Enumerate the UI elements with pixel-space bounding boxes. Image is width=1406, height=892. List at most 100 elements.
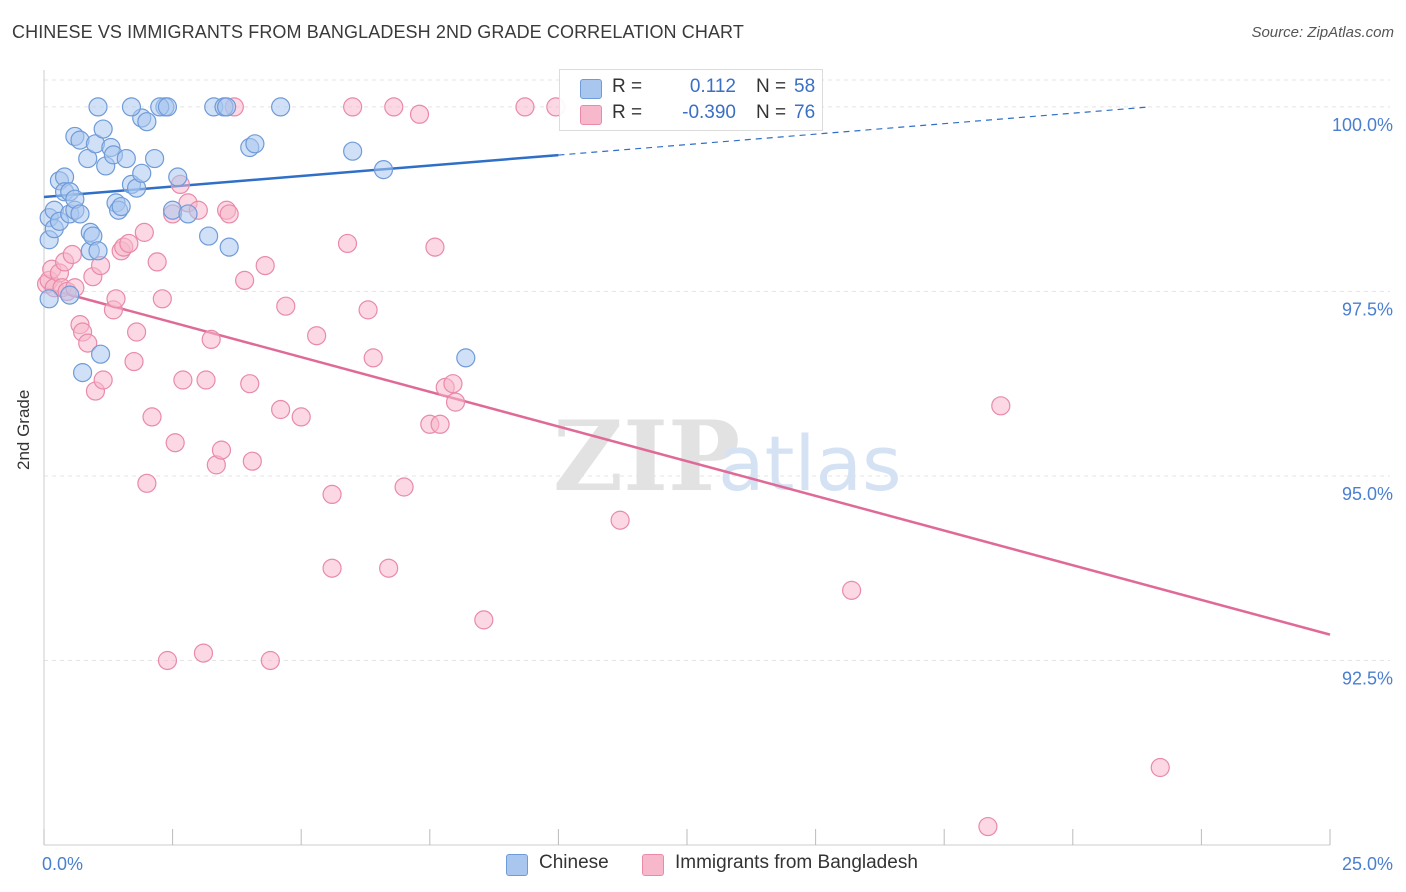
chinese-point	[271, 97, 291, 117]
chinese-point	[157, 97, 178, 117]
chinese-point	[373, 160, 394, 180]
bangladesh-point	[343, 97, 363, 117]
chinese-point	[245, 134, 265, 154]
bangladesh-point	[219, 204, 239, 224]
legend-label: Chinese	[539, 852, 609, 873]
bangladesh-point	[474, 610, 494, 630]
chinese-point	[121, 97, 142, 117]
chinese-point	[90, 344, 111, 364]
x-tick-label-min: 0.0%	[42, 854, 83, 874]
y-axis-label: 2nd Grade	[14, 389, 33, 470]
chinese-point	[72, 363, 93, 383]
chinese-point	[88, 97, 108, 117]
y-tick-label: 97.5%	[1342, 299, 1393, 319]
bangladesh-point	[119, 233, 139, 254]
bangladesh-swatch	[642, 854, 664, 876]
chinese-point	[88, 241, 108, 261]
bangladesh-point	[106, 289, 126, 309]
r-value: -0.390	[682, 102, 736, 123]
grid-layer	[44, 79, 1390, 661]
bangladesh-point	[271, 399, 291, 420]
chinese-swatch	[580, 79, 602, 99]
bangladesh-point	[307, 326, 327, 346]
bangladesh-point	[515, 97, 535, 117]
chinese-point	[60, 285, 80, 305]
bangladesh-point	[93, 370, 113, 390]
bangladesh-point	[610, 510, 630, 530]
bangladesh-point	[337, 233, 358, 254]
chinese-point	[217, 97, 237, 117]
bangladesh-point	[157, 650, 178, 671]
chinese-point	[199, 226, 219, 246]
bangladesh-point	[78, 333, 98, 353]
bangladesh-point	[211, 440, 232, 460]
bangladesh-point	[322, 558, 342, 578]
bangladesh-point	[242, 451, 262, 471]
bangladesh-trend-line	[43, 286, 1331, 636]
y-tick-label: 95.0%	[1342, 484, 1393, 504]
bangladesh-point	[445, 392, 466, 412]
chinese-point	[93, 119, 113, 139]
bangladesh-point	[201, 329, 221, 350]
bangladesh-point	[991, 396, 1011, 416]
bangladesh-point	[142, 407, 162, 427]
n-value: 58	[794, 76, 816, 97]
bangladesh-point	[62, 244, 82, 265]
y-tick-label: 92.5%	[1342, 668, 1393, 688]
bangladesh-point	[173, 370, 193, 390]
bangladesh-point	[235, 270, 255, 290]
bangladesh-point	[358, 300, 378, 320]
chinese-point	[178, 204, 198, 224]
points-layer	[36, 97, 1170, 837]
chinese-point	[70, 204, 90, 224]
bangladesh-point	[137, 473, 157, 493]
n-value: 76	[794, 102, 816, 123]
bangladesh-point	[126, 322, 147, 342]
bangladesh-point	[147, 252, 167, 272]
r-label: R =	[612, 76, 643, 97]
n-label: N =	[756, 102, 787, 123]
bangladesh-point	[134, 222, 154, 242]
bangladesh-point	[978, 816, 998, 837]
chinese-point	[456, 348, 476, 368]
bangladesh-point	[260, 650, 280, 671]
bangladesh-point	[165, 433, 185, 453]
bangladesh-point	[443, 374, 463, 394]
chinese-point	[78, 148, 98, 169]
bangladesh-point	[124, 351, 144, 372]
chinese-point	[39, 289, 59, 309]
bangladesh-point	[379, 558, 399, 578]
bangladesh-point	[152, 289, 172, 309]
y-tick-label: 100.0%	[1332, 115, 1393, 135]
bangladesh-point	[1150, 757, 1170, 778]
bangladesh-point	[363, 348, 383, 368]
bangladesh-point	[430, 414, 450, 434]
bangladesh-point	[240, 374, 260, 394]
watermark-logo-zip: ZIP	[553, 400, 740, 513]
bangladesh-point	[255, 255, 275, 276]
chinese-point	[111, 196, 131, 217]
chart-title: CHINESE VS IMMIGRANTS FROM BANGLADESH 2N…	[12, 22, 744, 42]
bangladesh-point	[196, 370, 216, 390]
chinese-point	[144, 148, 165, 169]
stats-legend: R = 0.112 N = 58 R = -0.390 N = 76	[559, 69, 823, 131]
bangladesh-point	[322, 484, 342, 505]
bangladesh-point	[276, 296, 296, 316]
x-tick-label-max: 25.0%	[1342, 854, 1393, 874]
chinese-point	[132, 163, 152, 183]
r-value: 0.112	[689, 76, 736, 97]
source-label: Source: ZipAtlas.com	[1251, 24, 1394, 41]
bangladesh-point	[394, 477, 414, 497]
bangladesh-swatch	[580, 105, 602, 125]
trend-layer	[43, 106, 1331, 636]
n-label: N =	[756, 76, 787, 97]
chinese-point	[137, 112, 157, 132]
bangladesh-point	[842, 580, 862, 600]
chinese-point	[343, 141, 363, 161]
bangladesh-point	[425, 237, 445, 257]
r-label: R =	[612, 102, 643, 123]
bangladesh-point	[193, 643, 214, 663]
legend-label: Immigrants from Bangladesh	[675, 852, 918, 873]
